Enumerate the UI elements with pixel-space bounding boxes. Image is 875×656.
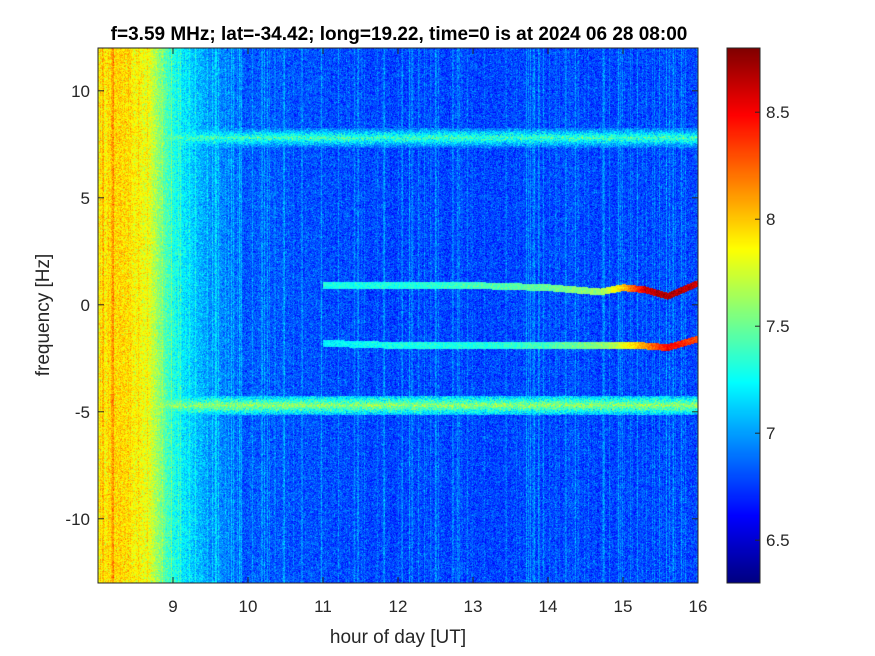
colorbar-gradient <box>727 48 760 583</box>
colorbar-axis: 8.5 8 7.5 7 6.5 <box>755 103 790 550</box>
x-tick-label: 9 <box>168 597 177 616</box>
colorbar-tick-label: 7.5 <box>766 317 790 336</box>
x-tick-label: 13 <box>464 597 483 616</box>
colorbar-tick-label: 6.5 <box>766 531 790 550</box>
chart-title: f=3.59 MHz; lat=-34.42; long=19.22, time… <box>111 24 688 45</box>
x-tick-label: 10 <box>239 597 258 616</box>
y-tick-label: 10 <box>71 82 90 101</box>
colorbar <box>727 48 760 583</box>
x-tick-label: 14 <box>539 597 558 616</box>
spectrogram-plot-area <box>98 48 698 583</box>
x-tick-label: 12 <box>389 597 408 616</box>
x-tick-label: 16 <box>689 597 708 616</box>
y-tick-label: -10 <box>65 510 90 529</box>
y-tick-label: 0 <box>81 296 90 315</box>
x-tick-label: 11 <box>314 597 332 616</box>
spectrogram-heatmap <box>98 48 698 583</box>
x-tick-label: 15 <box>614 597 633 616</box>
colorbar-tick-label: 8.5 <box>766 103 790 122</box>
y-tick-label: -5 <box>75 403 90 422</box>
y-axis: 10 5 0 -5 -10 <box>65 82 698 529</box>
y-axis-label: frequency [Hz] <box>33 254 54 377</box>
colorbar-frame <box>726 47 761 584</box>
y-tick-label: 5 <box>81 189 90 208</box>
x-axis: 9 10 11 12 13 14 15 16 <box>168 48 707 616</box>
colorbar-tick-label: 7 <box>766 424 775 443</box>
x-axis-label: hour of day [UT] <box>330 627 466 648</box>
colorbar-tick-label: 8 <box>766 210 775 229</box>
